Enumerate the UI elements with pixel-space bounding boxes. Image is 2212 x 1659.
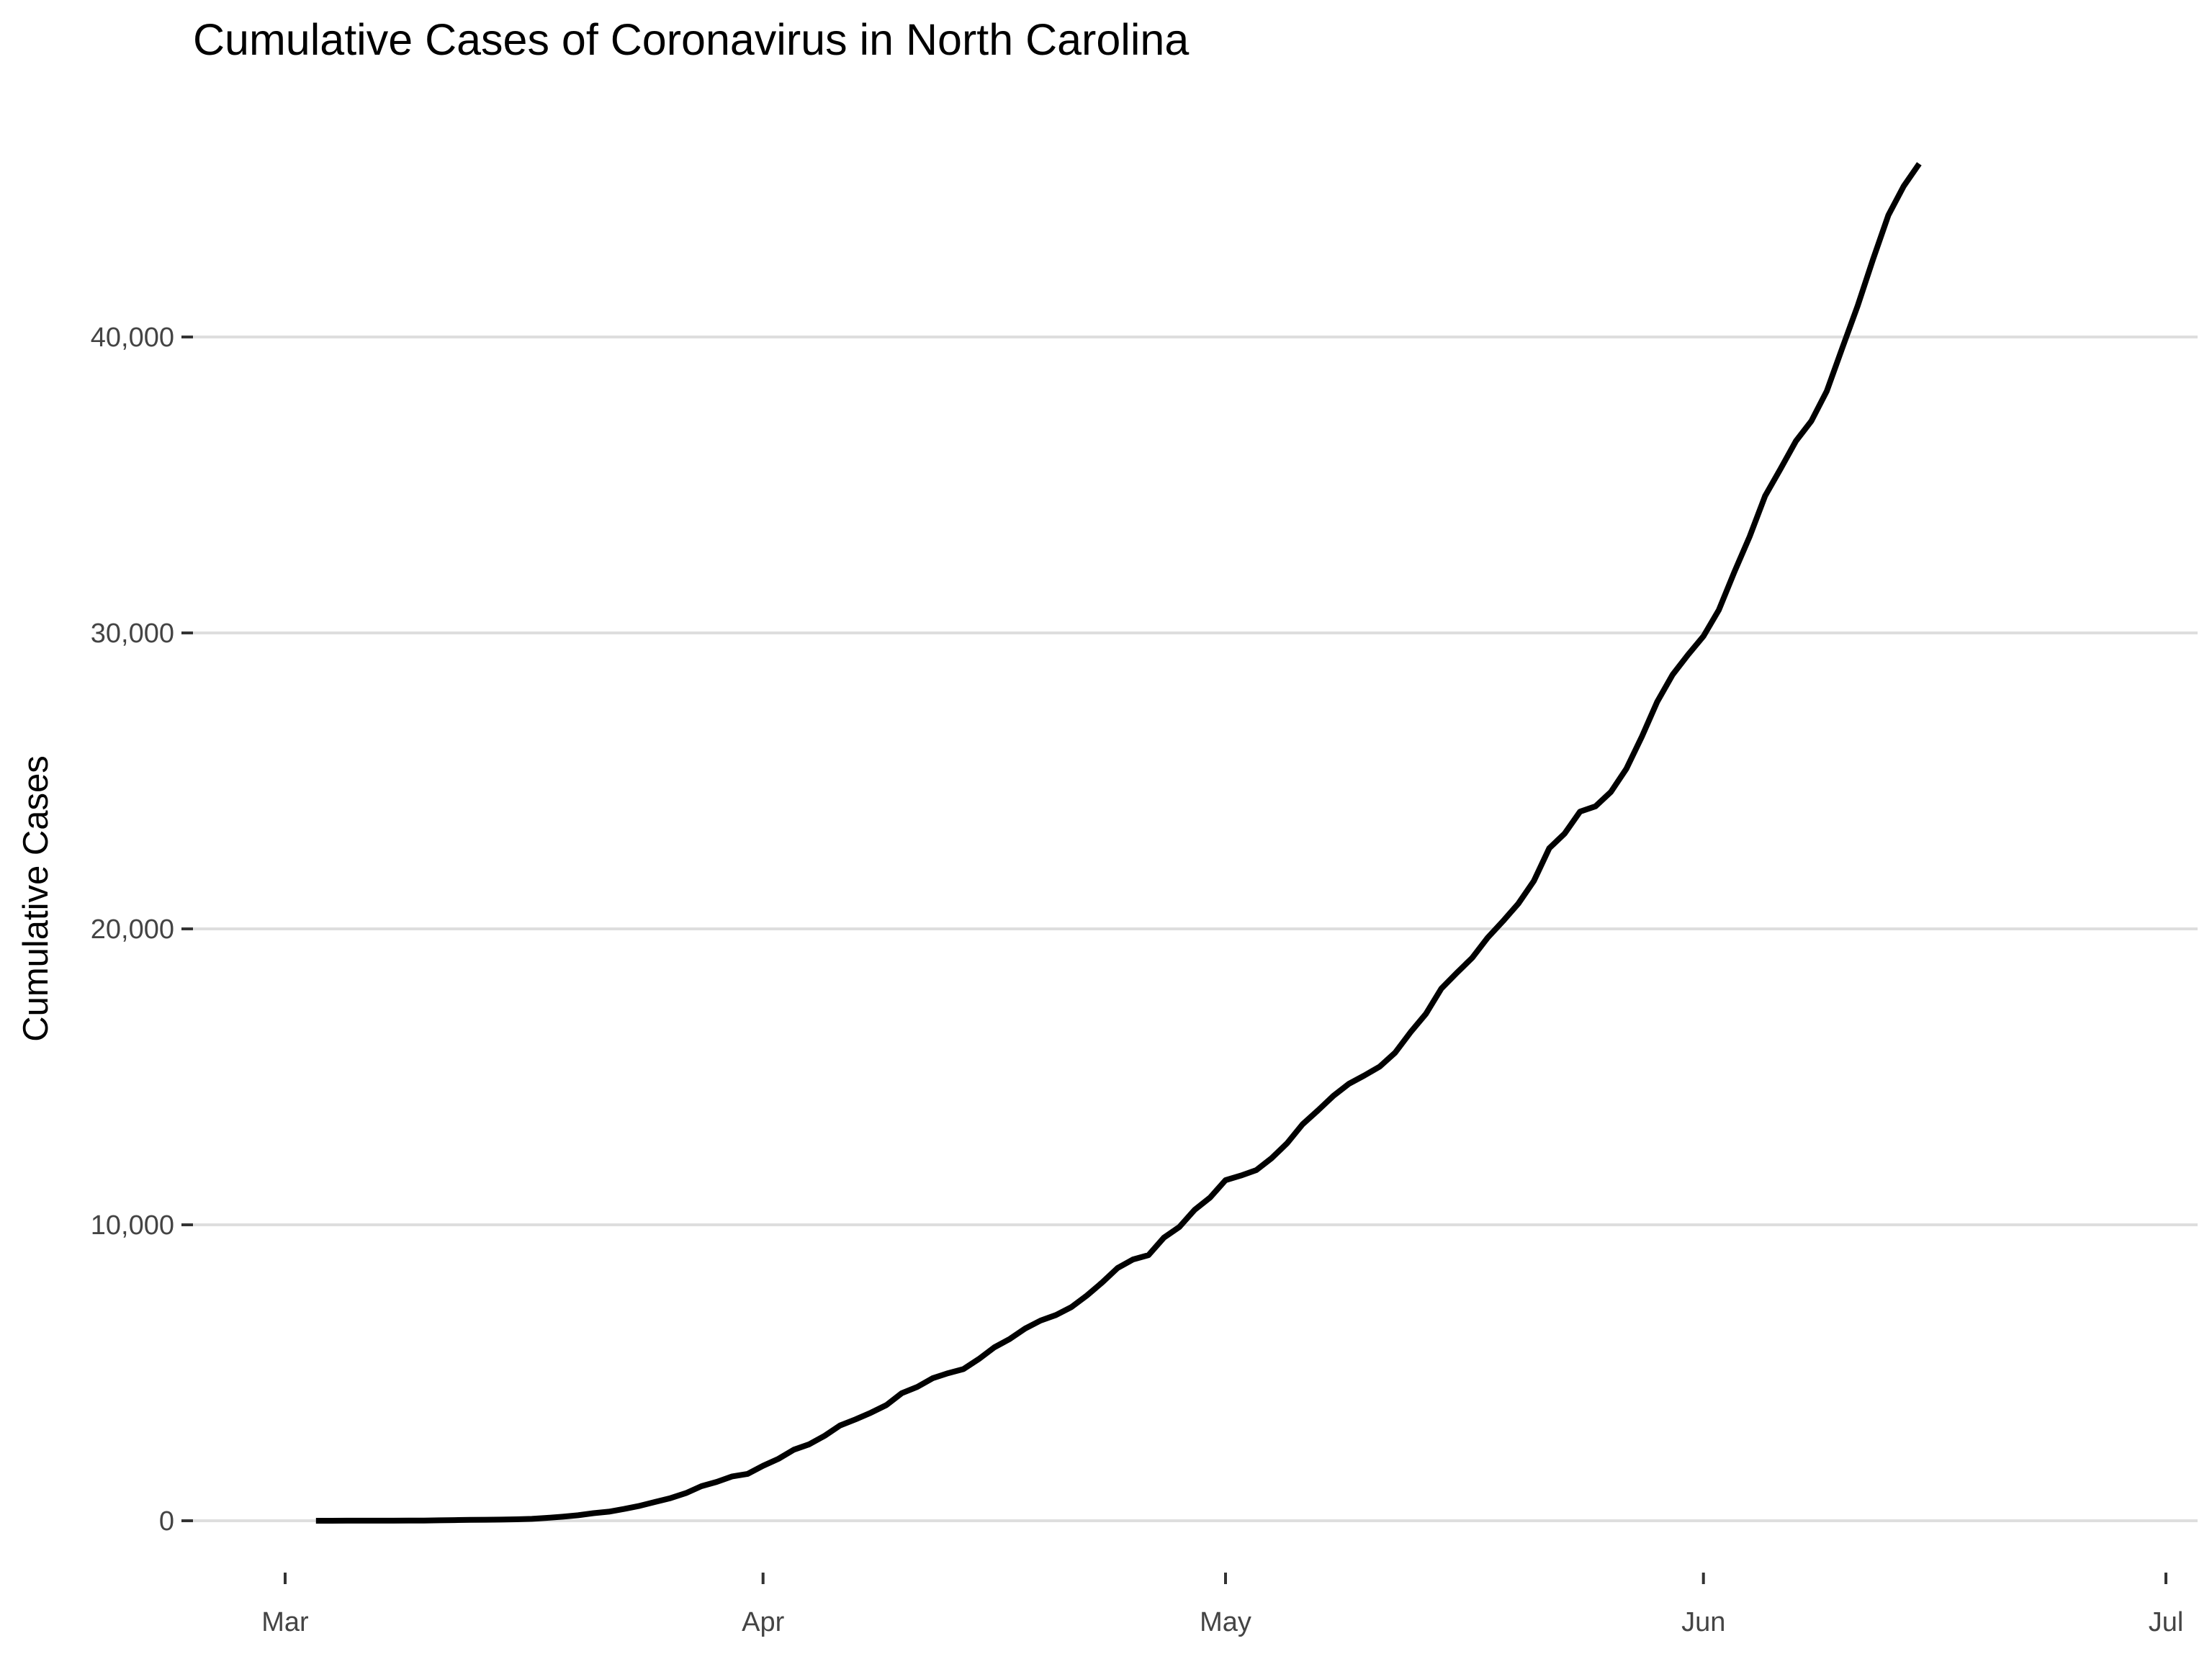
- y-tick-label: 30,000: [91, 619, 174, 649]
- gridlines: [193, 336, 2198, 1522]
- axis-ticks: [181, 336, 2167, 1584]
- series-line: [315, 162, 1922, 1524]
- x-tick-label: Jun: [1681, 1607, 1725, 1637]
- x-tick-label: Mar: [261, 1607, 309, 1637]
- x-tick-label: Jul: [2149, 1607, 2184, 1637]
- y-tick-label: 0: [159, 1506, 174, 1537]
- tick-labels: 0 10,000 20,000 30,000 40,000 Mar Apr May Jun Jul: [91, 323, 2184, 1637]
- x-tick-label: Apr: [742, 1607, 784, 1637]
- y-tick-label: 40,000: [91, 323, 174, 353]
- y-axis-title: Cumulative Cases: [17, 755, 55, 1042]
- series-layer: [315, 162, 1922, 1524]
- y-tick-label: 20,000: [91, 914, 174, 945]
- x-tick-label: May: [1200, 1607, 1251, 1637]
- y-tick-label: 10,000: [91, 1210, 174, 1241]
- chart-title: Cumulative Cases of Coronavirus in North…: [193, 15, 1189, 64]
